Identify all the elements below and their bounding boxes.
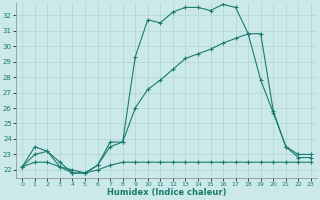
X-axis label: Humidex (Indice chaleur): Humidex (Indice chaleur) [107, 188, 226, 197]
